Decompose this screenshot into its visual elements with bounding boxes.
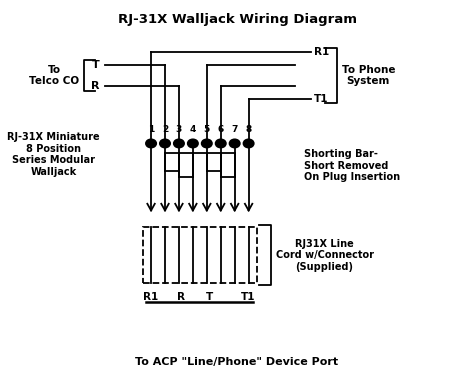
Text: 4: 4: [190, 125, 196, 134]
Circle shape: [146, 139, 156, 147]
Circle shape: [202, 139, 212, 147]
Text: R: R: [91, 81, 100, 91]
Text: 7: 7: [231, 125, 238, 134]
Text: 5: 5: [204, 125, 210, 134]
Text: To ACP "Line/Phone" Device Port: To ACP "Line/Phone" Device Port: [136, 357, 338, 367]
Circle shape: [244, 139, 254, 147]
Text: T: T: [206, 293, 213, 302]
Circle shape: [229, 139, 240, 147]
Text: RJ31X Line
Cord w/Connector
(Supplied): RJ31X Line Cord w/Connector (Supplied): [275, 239, 374, 272]
Text: R1: R1: [144, 293, 159, 302]
Text: T: T: [92, 60, 100, 70]
Text: 2: 2: [162, 125, 168, 134]
Bar: [143, 227, 257, 283]
Text: Shorting Bar-
Short Removed
On Plug Insertion: Shorting Bar- Short Removed On Plug Inse…: [304, 149, 401, 182]
Text: To
Telco CO: To Telco CO: [29, 65, 79, 86]
Text: RJ-31X Walljack Wiring Diagram: RJ-31X Walljack Wiring Diagram: [118, 13, 356, 26]
Text: RJ-31X Miniature
8 Position
Series Modular
Walljack: RJ-31X Miniature 8 Position Series Modul…: [7, 132, 100, 177]
Text: 1: 1: [148, 125, 154, 134]
Text: T1: T1: [241, 293, 256, 302]
Circle shape: [160, 139, 170, 147]
Text: T1: T1: [314, 94, 328, 104]
Text: To Phone
System: To Phone System: [341, 65, 395, 86]
Circle shape: [216, 139, 226, 147]
Text: R: R: [177, 293, 185, 302]
Circle shape: [174, 139, 184, 147]
Text: 3: 3: [176, 125, 182, 134]
Text: R1: R1: [314, 47, 329, 57]
Circle shape: [188, 139, 198, 147]
Text: 8: 8: [246, 125, 252, 134]
Text: 6: 6: [218, 125, 224, 134]
